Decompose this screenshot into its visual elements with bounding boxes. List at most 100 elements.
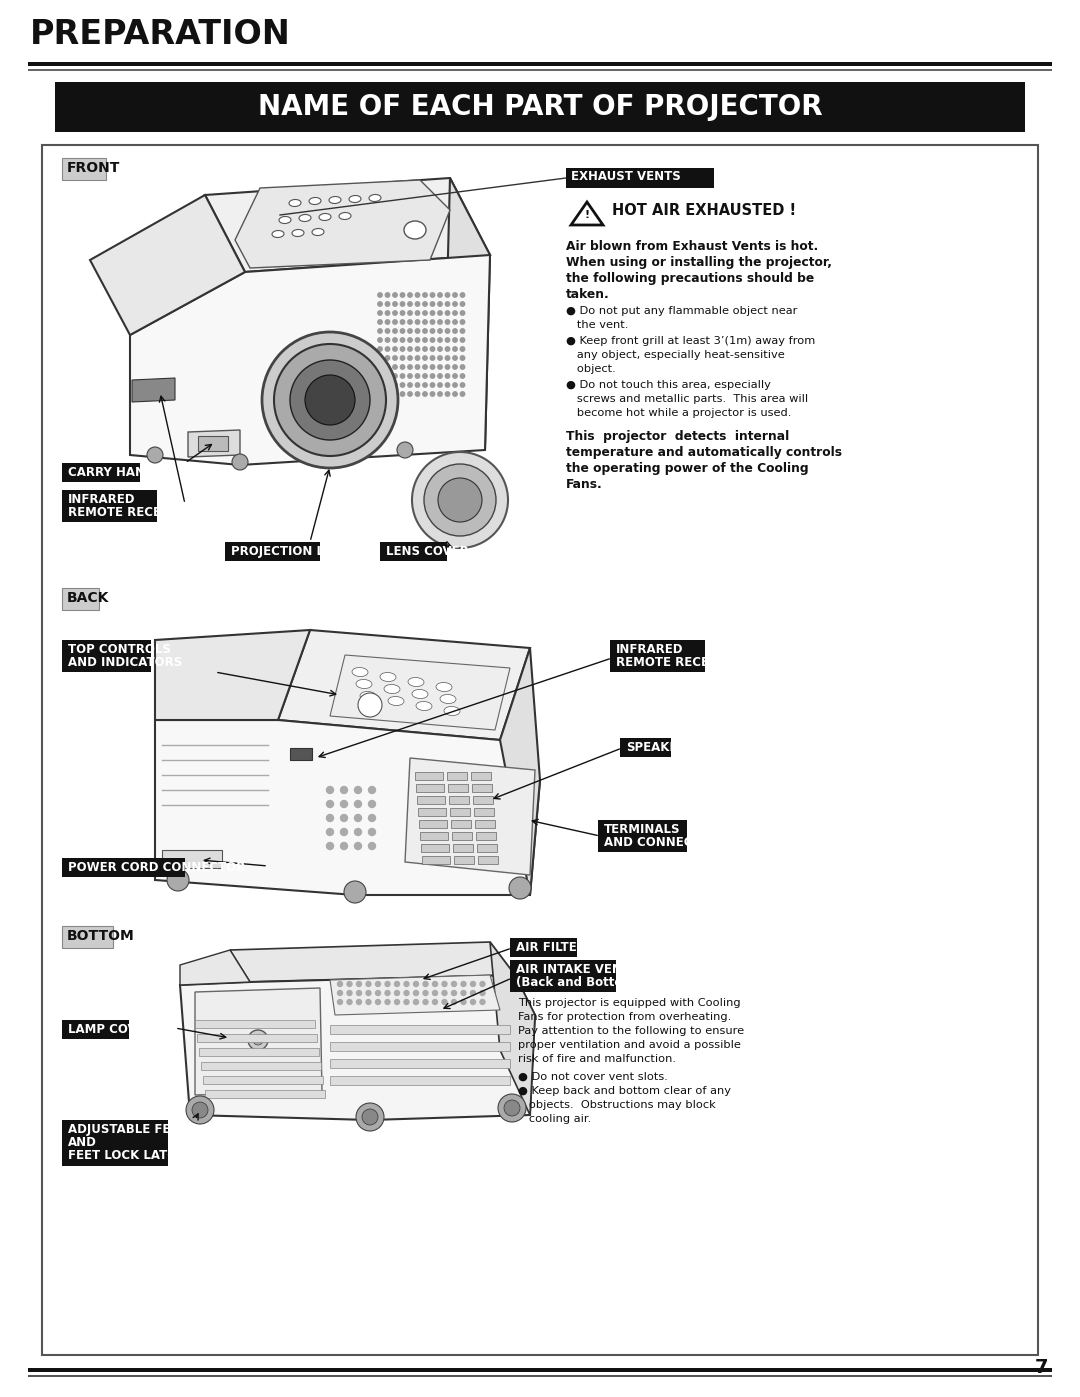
Bar bbox=[62, 1120, 167, 1165]
Ellipse shape bbox=[404, 221, 426, 239]
Circle shape bbox=[430, 293, 435, 298]
Text: ● Do not put any flammable object near: ● Do not put any flammable object near bbox=[566, 306, 797, 316]
Text: LENS COVER: LENS COVER bbox=[386, 545, 469, 557]
Circle shape bbox=[445, 391, 449, 397]
Text: TERMINALS: TERMINALS bbox=[604, 823, 680, 835]
Circle shape bbox=[437, 293, 442, 298]
Circle shape bbox=[445, 374, 449, 379]
Polygon shape bbox=[205, 177, 490, 272]
Text: Fans.: Fans. bbox=[566, 478, 603, 490]
Circle shape bbox=[337, 982, 342, 986]
Text: screws and metallic parts.  This area will: screws and metallic parts. This area wil… bbox=[566, 394, 808, 404]
Text: SPEAKER: SPEAKER bbox=[626, 740, 687, 754]
Text: REMOTE RECEIVER: REMOTE RECEIVER bbox=[68, 506, 191, 520]
Circle shape bbox=[368, 828, 376, 835]
Text: Air blown from Exhaust Vents is hot.: Air blown from Exhaust Vents is hot. bbox=[566, 240, 819, 253]
Ellipse shape bbox=[436, 683, 453, 692]
Polygon shape bbox=[188, 430, 240, 457]
Circle shape bbox=[386, 356, 390, 360]
Circle shape bbox=[453, 365, 457, 369]
Circle shape bbox=[422, 374, 428, 379]
Circle shape bbox=[430, 391, 435, 397]
Circle shape bbox=[401, 391, 405, 397]
Polygon shape bbox=[330, 975, 500, 1016]
Text: (Back and Bottom): (Back and Bottom) bbox=[516, 977, 639, 989]
Polygon shape bbox=[90, 196, 245, 335]
Circle shape bbox=[356, 999, 362, 1004]
Circle shape bbox=[384, 990, 390, 996]
Circle shape bbox=[393, 293, 397, 298]
Circle shape bbox=[274, 344, 386, 455]
Polygon shape bbox=[278, 630, 530, 740]
Circle shape bbox=[422, 356, 428, 360]
Circle shape bbox=[430, 356, 435, 360]
Circle shape bbox=[453, 346, 457, 351]
Circle shape bbox=[423, 982, 428, 986]
Circle shape bbox=[340, 814, 348, 821]
Circle shape bbox=[354, 842, 362, 849]
Polygon shape bbox=[156, 630, 310, 719]
Circle shape bbox=[445, 383, 449, 387]
Ellipse shape bbox=[388, 697, 404, 705]
Circle shape bbox=[393, 374, 397, 379]
Bar bbox=[421, 844, 449, 852]
Bar bbox=[62, 858, 185, 877]
Text: become hot while a projector is used.: become hot while a projector is used. bbox=[566, 408, 792, 418]
Text: ● Keep back and bottom clear of any: ● Keep back and bottom clear of any bbox=[518, 1085, 731, 1097]
Text: REMOTE RECEIVER: REMOTE RECEIVER bbox=[616, 657, 740, 669]
Bar bbox=[225, 542, 320, 562]
Circle shape bbox=[424, 464, 496, 536]
Polygon shape bbox=[156, 719, 540, 895]
Circle shape bbox=[408, 374, 413, 379]
Circle shape bbox=[430, 365, 435, 369]
Bar bbox=[419, 820, 447, 828]
Circle shape bbox=[422, 328, 428, 334]
Text: the vent.: the vent. bbox=[566, 320, 629, 330]
Circle shape bbox=[378, 293, 382, 298]
Circle shape bbox=[453, 374, 457, 379]
Circle shape bbox=[430, 302, 435, 306]
Circle shape bbox=[460, 328, 464, 334]
Ellipse shape bbox=[380, 672, 396, 682]
Circle shape bbox=[445, 302, 449, 306]
Circle shape bbox=[354, 828, 362, 835]
Circle shape bbox=[326, 828, 334, 835]
Bar bbox=[62, 1020, 130, 1039]
Circle shape bbox=[326, 787, 334, 793]
Circle shape bbox=[378, 320, 382, 324]
Circle shape bbox=[186, 1097, 214, 1125]
Circle shape bbox=[453, 356, 457, 360]
Circle shape bbox=[445, 356, 449, 360]
Circle shape bbox=[414, 990, 419, 996]
Bar bbox=[447, 773, 467, 780]
Bar bbox=[62, 926, 112, 949]
Bar bbox=[28, 1368, 1052, 1372]
Circle shape bbox=[445, 346, 449, 351]
Circle shape bbox=[437, 391, 442, 397]
Circle shape bbox=[442, 990, 447, 996]
Circle shape bbox=[416, 356, 420, 360]
Circle shape bbox=[393, 338, 397, 342]
Circle shape bbox=[393, 365, 397, 369]
Circle shape bbox=[393, 328, 397, 334]
Circle shape bbox=[422, 338, 428, 342]
Text: FRONT: FRONT bbox=[67, 161, 120, 175]
Ellipse shape bbox=[360, 692, 376, 700]
Ellipse shape bbox=[356, 679, 372, 689]
Circle shape bbox=[305, 374, 355, 425]
Polygon shape bbox=[180, 950, 249, 985]
Circle shape bbox=[386, 320, 390, 324]
Text: objects.  Obstructions may block: objects. Obstructions may block bbox=[518, 1099, 716, 1111]
Polygon shape bbox=[405, 759, 535, 875]
Circle shape bbox=[401, 328, 405, 334]
Bar bbox=[205, 1090, 325, 1098]
Ellipse shape bbox=[369, 194, 381, 201]
Ellipse shape bbox=[299, 215, 311, 222]
Text: any object, especially heat-sensitive: any object, especially heat-sensitive bbox=[566, 351, 785, 360]
Circle shape bbox=[437, 320, 442, 324]
Circle shape bbox=[408, 346, 413, 351]
Circle shape bbox=[408, 293, 413, 298]
Circle shape bbox=[366, 999, 372, 1004]
Text: PREPARATION: PREPARATION bbox=[30, 18, 291, 52]
Text: EXHAUST VENTS: EXHAUST VENTS bbox=[571, 170, 680, 183]
